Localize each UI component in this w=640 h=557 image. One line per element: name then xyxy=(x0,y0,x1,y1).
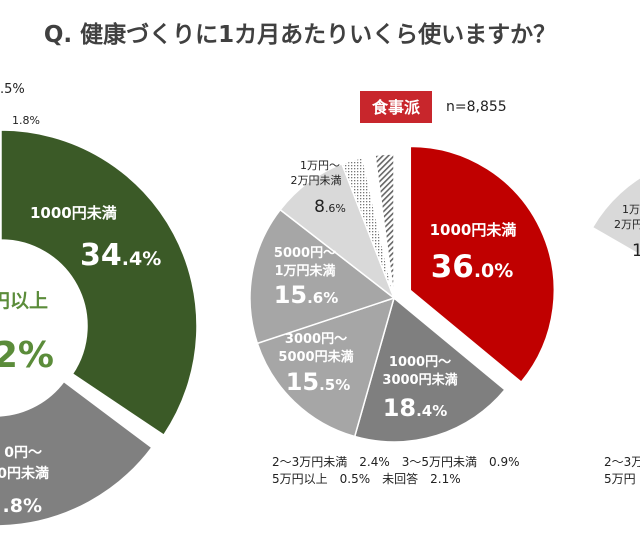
slice-value: 18.4% xyxy=(383,394,448,422)
slice-label: 1000円未満 xyxy=(430,221,517,239)
slice-label: 5000円〜 xyxy=(274,246,336,261)
chart-title: Q. 健康づくりに1カ月あたりいくら使いますか？ xyxy=(44,21,556,48)
slice-value: 1 xyxy=(632,241,640,261)
pie-slice xyxy=(249,208,396,345)
slice-label: 3000円〜 xyxy=(285,332,347,347)
donut-slice xyxy=(0,380,153,527)
slice-value: 15.5% xyxy=(286,368,351,396)
slice-value: .8% xyxy=(3,495,42,517)
slice-value: 8.6% xyxy=(314,197,346,217)
slice-value: 23 xyxy=(596,343,638,378)
slice-label: 1000円〜 xyxy=(389,355,451,370)
slice-label: 1000円未満 xyxy=(30,204,117,222)
partial-note-2: 1.8% xyxy=(12,114,40,127)
group-badge-label: 食事派 xyxy=(371,98,421,117)
pie-chart-middle xyxy=(249,145,556,443)
footnote-line-2: 5万円 xyxy=(604,472,636,486)
sample-size: n=8,855 xyxy=(446,99,507,115)
partial-note-1: .5% xyxy=(0,82,25,97)
footnote-line-1: 2〜3万円未満 2.4% 3〜5万円未満 0.9% xyxy=(272,455,520,469)
slice-label: 1万円 xyxy=(592,319,632,337)
slice-value: 34.4% xyxy=(80,238,161,273)
slice-label: 0円未満 xyxy=(0,465,49,482)
footnote-line-2: 5万円以上 0.5% 未回答 2.1% xyxy=(272,471,461,486)
slice-label: 2万円未満 xyxy=(291,174,342,187)
slice-label: 3000円未満 xyxy=(382,372,457,388)
pie-slice xyxy=(409,145,556,384)
pie-slice xyxy=(591,176,640,256)
slice-label: 2万円 xyxy=(614,218,640,231)
center-value: 2% xyxy=(0,335,54,376)
slice-label: 1万 xyxy=(622,203,640,216)
pie-slice xyxy=(353,296,507,443)
pie-slice xyxy=(374,153,395,299)
group-badge xyxy=(360,91,432,123)
donut-slice xyxy=(0,129,198,437)
slice-label: 0円〜 xyxy=(4,445,42,461)
pie-chart-right xyxy=(591,176,640,256)
slice-value: 15.6% xyxy=(274,281,339,309)
slice-label: 5000 xyxy=(594,297,636,315)
footnote-line-1: 2〜3万 xyxy=(604,455,640,469)
slice-label: 5000円未満 xyxy=(278,349,353,365)
slice-label: 1万円〜 xyxy=(300,159,340,172)
slice-value: 36.0% xyxy=(431,249,514,285)
donut-chart-left xyxy=(0,129,198,527)
slice-label: 1万円未満 xyxy=(274,263,335,279)
center-label: 円以上 xyxy=(0,290,48,312)
